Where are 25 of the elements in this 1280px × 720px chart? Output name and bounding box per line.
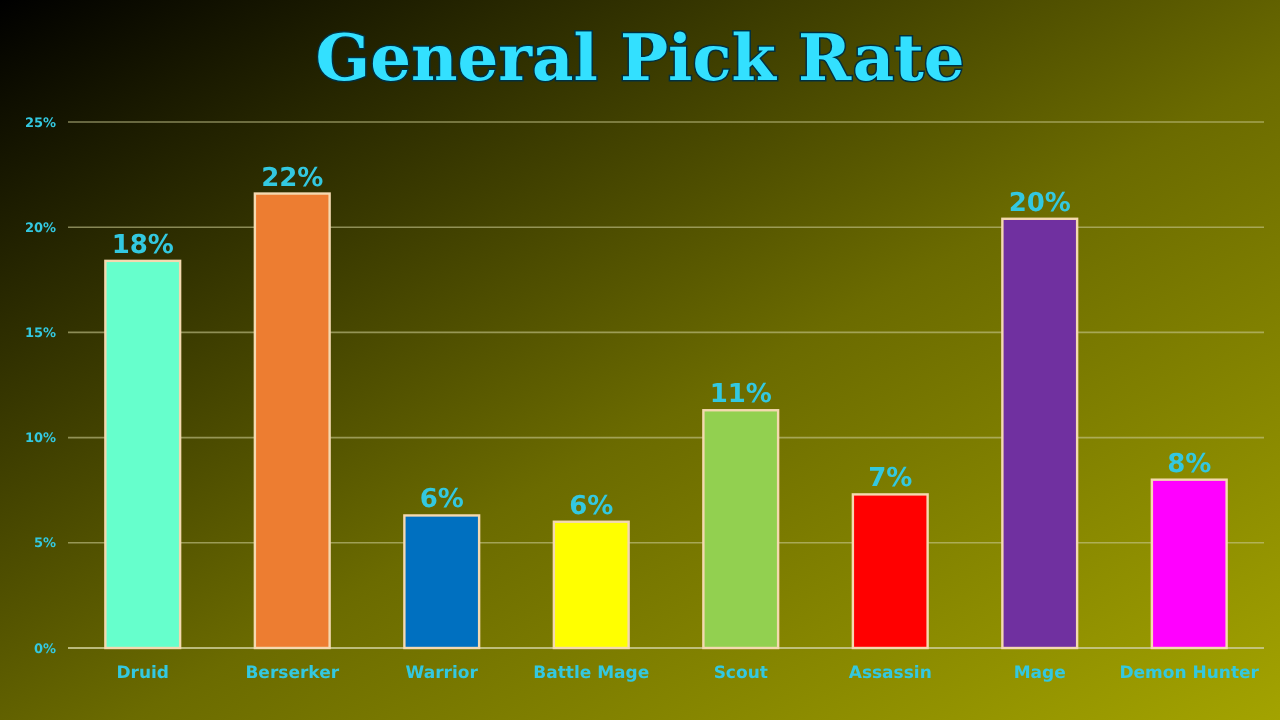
bar <box>851 493 929 650</box>
bar <box>552 520 630 650</box>
chart-title: General Pick Rate <box>315 20 965 96</box>
data-label: 8% <box>1167 449 1212 480</box>
x-tick-label: Assassin <box>848 664 932 684</box>
x-tick-label: Warrior <box>405 664 480 684</box>
x-tick-label: Scout <box>713 664 768 684</box>
bar <box>403 514 481 650</box>
bar <box>253 192 331 650</box>
x-tick-label: Mage <box>1013 664 1067 684</box>
bar <box>104 259 182 650</box>
data-label: 18% <box>111 230 174 261</box>
data-label: 7% <box>868 464 913 495</box>
data-label: 6% <box>419 485 464 516</box>
x-tick-label: Demon Hunter <box>1119 664 1261 684</box>
bar <box>702 409 780 650</box>
data-label: 20% <box>1008 188 1071 219</box>
bar <box>1150 478 1228 650</box>
data-label: 11% <box>709 380 772 411</box>
x-tick-label: Berserker <box>245 664 341 684</box>
x-tick-label: Druid <box>116 664 170 684</box>
data-label: 22% <box>261 163 324 194</box>
bar <box>1001 217 1079 650</box>
data-label: 6% <box>569 491 614 522</box>
x-tick-label: Battle Mage <box>533 664 650 684</box>
